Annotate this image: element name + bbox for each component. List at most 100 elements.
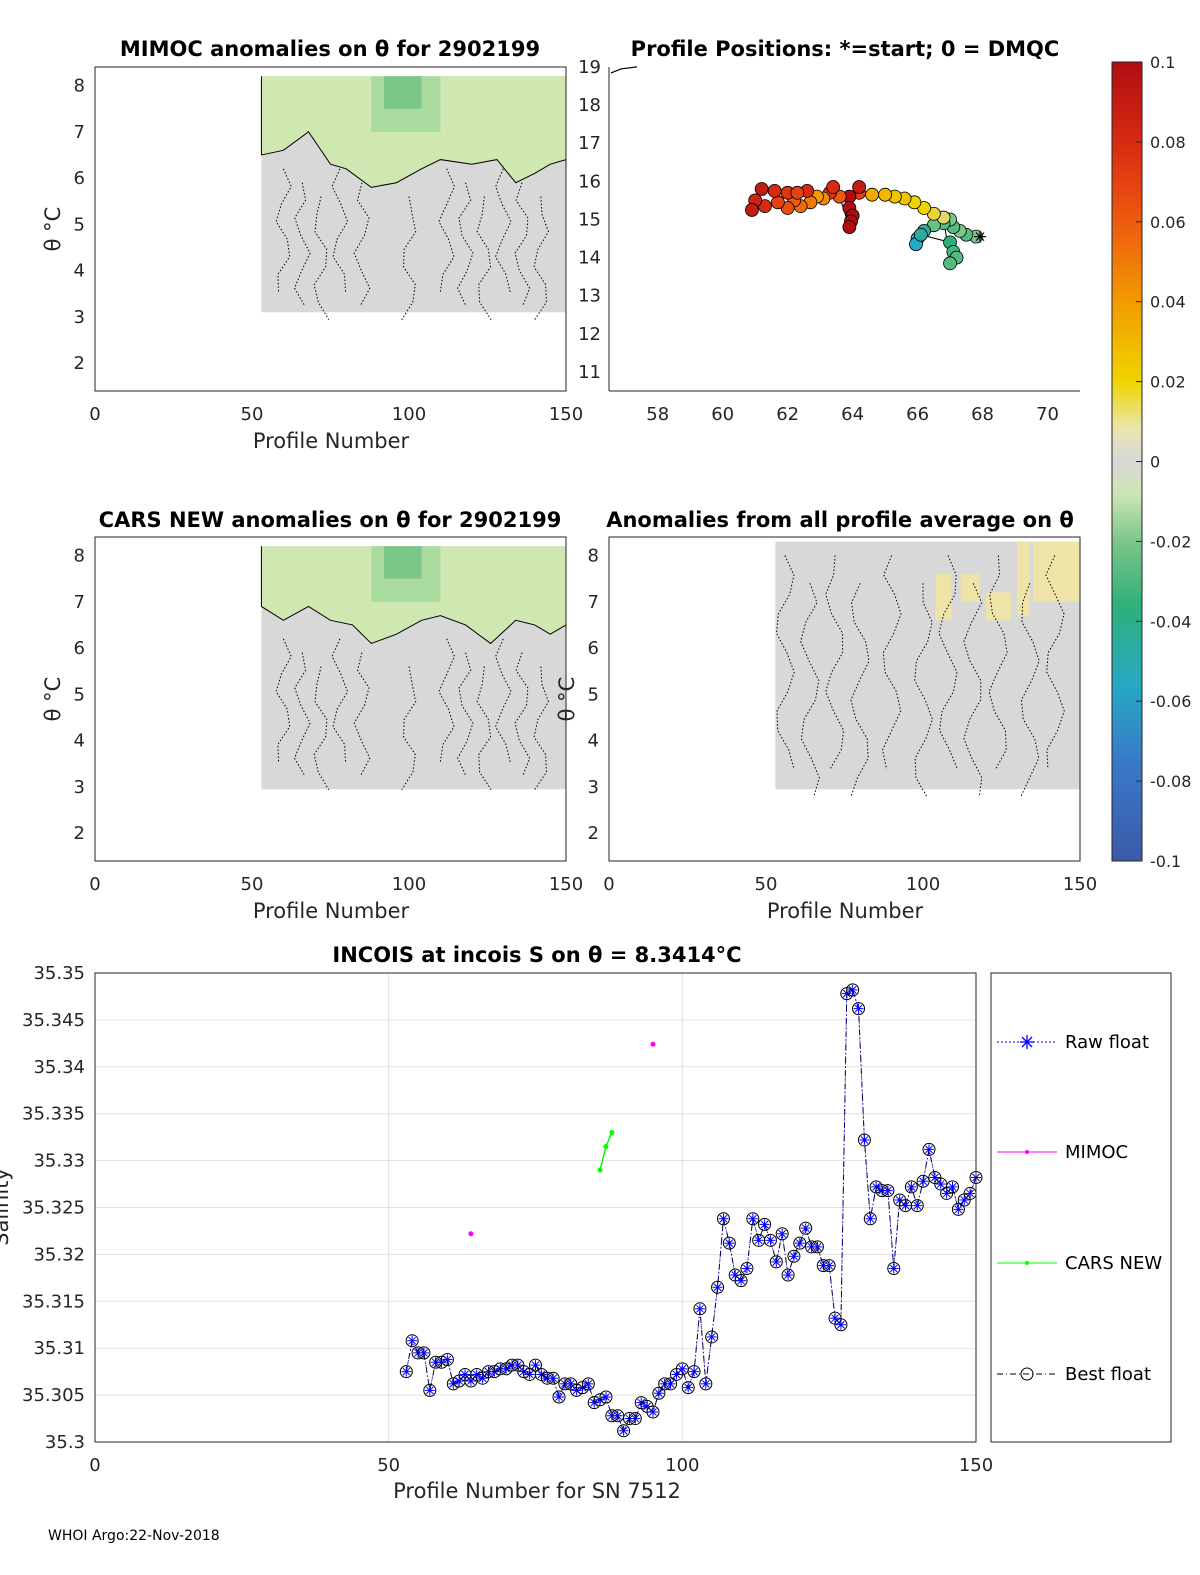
- asterisk-stroke: [649, 1408, 657, 1416]
- cars-point: [609, 1129, 615, 1135]
- dotted-contour: [1045, 555, 1065, 770]
- best-float-marker: [822, 1259, 836, 1273]
- y-tick-label: 14: [578, 248, 601, 269]
- best-float-marker: [746, 1212, 760, 1226]
- dotted-contour: [331, 168, 349, 292]
- asterisk-stroke: [578, 1383, 587, 1392]
- y-tick-label: 18: [578, 95, 601, 116]
- y-tick-label: 35.31: [33, 1338, 85, 1359]
- dotted-contour: [438, 638, 455, 763]
- positions-x-ticks: 58 60 62 64 66 68 70: [646, 404, 1059, 425]
- x-tick-label: 150: [549, 404, 583, 425]
- profile-position-marker: [771, 195, 785, 210]
- best-float-marker: [740, 1261, 754, 1275]
- y-tick-label: 4: [74, 261, 85, 282]
- asterisk-stroke: [731, 1271, 740, 1279]
- dotted-contour: [331, 638, 349, 762]
- best-float-marker: [793, 1236, 807, 1250]
- dotted-contour: [438, 168, 455, 293]
- raw-float-marker: [935, 1179, 946, 1190]
- raw-float-marker: [583, 1378, 594, 1389]
- asterisk-stroke: [813, 1243, 822, 1251]
- colorbar-tick-label: 0.08: [1150, 133, 1186, 152]
- best-float-marker: [951, 1202, 965, 1216]
- asterisk-stroke: [901, 1201, 910, 1210]
- positive-anomaly-patch: [960, 574, 980, 602]
- asterisk-stroke: [713, 1283, 722, 1292]
- legend-item-raw-float: Raw float: [997, 1032, 1149, 1053]
- best-float-marker: [417, 1346, 431, 1360]
- asterisk-icon: [1020, 1035, 1034, 1049]
- dotted-contour: [800, 583, 820, 798]
- y-tick-label: 11: [578, 362, 601, 383]
- positions-panel: Profile Positions: *=start; 0 = DMQC 58 …: [578, 37, 1080, 425]
- raw-float-marker: [765, 1235, 776, 1246]
- raw-float-marker: [859, 1134, 870, 1145]
- colorbar-tick-label: 0.06: [1150, 213, 1186, 232]
- positions-plot-area: [610, 66, 987, 271]
- raw-float-marker: [706, 1331, 717, 1342]
- y-tick-label: 35.325: [22, 1198, 85, 1219]
- y-tick-label: 4: [74, 731, 85, 752]
- raw-float-marker: [524, 1369, 535, 1380]
- profile-position-marker: [865, 187, 880, 202]
- asterisk-stroke: [760, 1220, 769, 1229]
- colorbar-tick-label: 0.04: [1150, 293, 1186, 312]
- legend-item-mimoc: MIMOC: [997, 1142, 1128, 1163]
- y-tick-label: 8: [74, 546, 85, 567]
- cars-title: CARS NEW anomalies on θ for 2902199: [99, 508, 562, 532]
- mimoc-y-ticks: 2 3 4 5 6 7 8: [74, 76, 85, 375]
- asterisk-stroke: [801, 1224, 810, 1232]
- allavg-title: Anomalies from all profile average on θ: [606, 508, 1074, 532]
- x-tick-label: 64: [841, 404, 864, 425]
- legend-mimoc-label: MIMOC: [1065, 1142, 1128, 1163]
- y-tick-label: 6: [588, 638, 599, 659]
- raw-float-marker: [777, 1228, 788, 1239]
- profile-position-marker: [767, 183, 782, 198]
- colorbar-tick-label: -0.04: [1150, 612, 1191, 631]
- x-tick-label: 150: [959, 1455, 993, 1476]
- asterisk-stroke: [678, 1364, 687, 1373]
- colorbar: 0.1 0.08 0.06 0.04 0.02 0 -0.02 -0.04 -0…: [1111, 53, 1191, 871]
- raw-float-marker: [618, 1425, 629, 1436]
- mimoc-axes-box: [94, 66, 567, 392]
- asterisk-stroke: [913, 1201, 922, 1210]
- asterisk-stroke: [966, 1189, 974, 1198]
- asterisk-stroke: [502, 1364, 510, 1373]
- asterisk-stroke: [948, 1183, 957, 1191]
- dotted-contour: [882, 555, 902, 770]
- y-tick-label: 15: [578, 209, 601, 230]
- allavg-plot-area: [775, 541, 1080, 798]
- best-float-marker: [529, 1358, 542, 1372]
- dotted-contour: [457, 652, 474, 777]
- best-float-marker: [922, 1142, 936, 1156]
- incois-grid: [95, 972, 977, 1443]
- raw-float-marker: [501, 1363, 512, 1374]
- best-float-marker: [787, 1249, 801, 1263]
- asterisk-stroke: [837, 1320, 845, 1329]
- colorbar-ticks: 0.1 0.08 0.06 0.04 0.02 0 -0.02 -0.04 -0…: [1150, 53, 1191, 871]
- cars-axes-box: [94, 536, 567, 862]
- dotted-contour: [514, 182, 531, 307]
- profile-position-marker: [826, 180, 841, 194]
- colorbar-tick-label: -0.08: [1150, 772, 1191, 791]
- raw-float-marker: [865, 1213, 876, 1224]
- best-float-marker: [881, 1184, 895, 1198]
- profile-position-marker: [943, 256, 957, 271]
- asterisk-stroke: [790, 1252, 798, 1261]
- asterisk-stroke: [954, 1205, 963, 1214]
- legend: Raw float MIMOC CARS NEW Best float: [990, 972, 1172, 1443]
- asterisk-stroke: [425, 1386, 434, 1395]
- best-float-line: [405, 989, 977, 1432]
- asterisk-stroke: [719, 1214, 728, 1223]
- cars-x-ticks: 0 50 100 150: [89, 874, 583, 895]
- y-tick-label: 35.35: [33, 963, 85, 984]
- dotted-contour: [353, 652, 371, 777]
- asterisk-stroke: [936, 1180, 945, 1188]
- asterisk-stroke: [975, 232, 985, 242]
- best-float-marker: [399, 1365, 413, 1379]
- cars-point: [603, 1144, 609, 1150]
- y-tick-label: 35.335: [22, 1104, 85, 1125]
- colorbar-tick-label: -0.02: [1150, 532, 1191, 551]
